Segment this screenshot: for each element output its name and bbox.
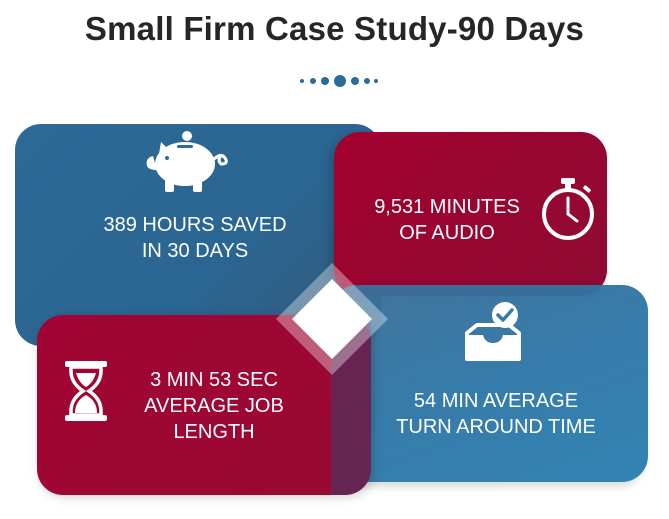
hours-saved-text: 389 HOURS SAVED IN 30 DAYS xyxy=(103,214,287,262)
diamond-icon xyxy=(276,263,388,375)
hourglass-icon xyxy=(65,361,107,421)
job-length-text: 3 MIN 53 SEC AVERAGE JOB LENGTH xyxy=(144,369,284,443)
turnaround-text: 54 MIN AVERAGE TURN AROUND TIME xyxy=(396,390,596,438)
hours-saved-card: 389 HOURS SAVED IN 30 DAYS xyxy=(15,124,381,346)
inbox-check-icon xyxy=(465,302,521,361)
minutes-audio-text: 9,531 MINUTES OF AUDIO xyxy=(374,196,520,244)
stopwatch-icon xyxy=(542,178,594,240)
dots-divider xyxy=(298,73,378,89)
turnaround-card: 54 MIN AVERAGE TURN AROUND TIME xyxy=(331,285,648,482)
piggy-bank-icon xyxy=(146,131,228,192)
page-title: Small Firm Case Study-90 Days xyxy=(84,10,585,47)
minutes-audio-card: 9,531 MINUTES OF AUDIO xyxy=(334,132,607,296)
job-length-card: 3 MIN 53 SEC AVERAGE JOB LENGTH xyxy=(37,315,371,495)
